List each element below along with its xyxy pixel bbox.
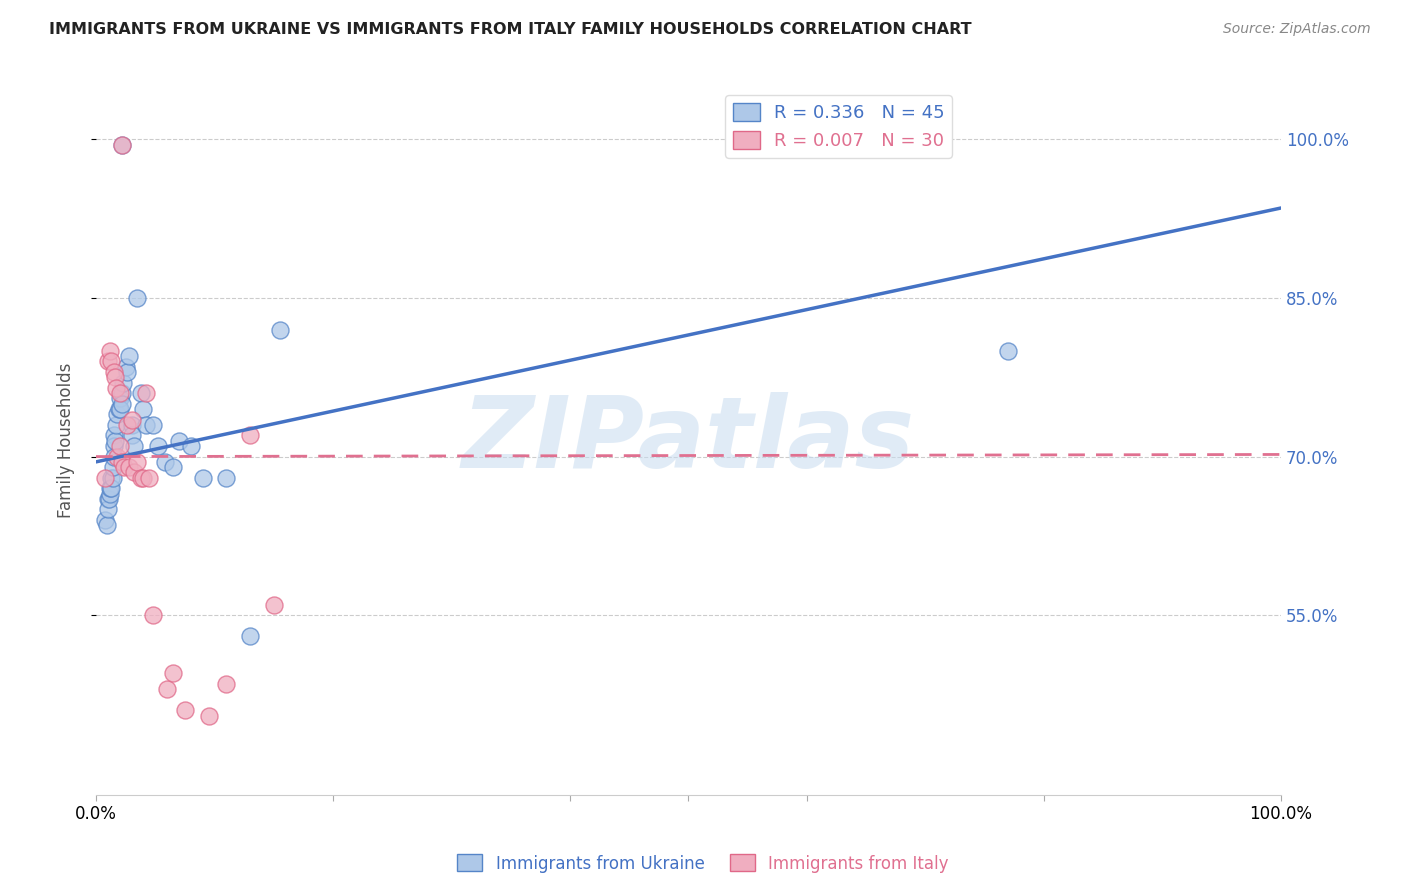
Point [173,703,195,717]
Point [167,434,190,448]
Point [146,439,169,453]
Point [121,412,143,426]
Point [97,354,120,368]
Point [142,608,165,623]
Point [129,386,152,401]
Point [162,666,184,681]
Legend: R = 0.336   N = 45, R = 0.007   N = 30: R = 0.336 N = 45, R = 0.007 N = 30 [725,95,952,158]
Point [115,417,138,432]
Point [129,471,152,485]
Point [156,682,179,697]
Point [132,471,155,485]
Point [105,381,128,395]
Point [108,386,131,401]
Point [215,677,238,691]
Point [122,439,145,453]
Point [263,598,285,612]
Point [127,455,149,469]
Point [122,466,145,480]
Point [108,439,131,453]
Point [162,460,184,475]
Point [121,417,143,432]
Point [105,407,128,421]
Point [127,291,149,305]
Point [104,370,127,384]
Point [142,417,165,432]
Point [104,434,127,448]
Point [111,397,134,411]
Point [94,471,117,485]
Point [135,417,157,432]
Point [98,491,121,506]
Point [239,629,262,643]
Point [215,471,238,485]
Text: ZIPatlas: ZIPatlas [463,392,915,489]
Text: IMMIGRANTS FROM UKRAINE VS IMMIGRANTS FROM ITALY FAMILY HOUSEHOLDS CORRELATION C: IMMIGRANTS FROM UKRAINE VS IMMIGRANTS FR… [49,22,972,37]
Point [103,450,125,464]
Point [103,365,125,379]
Point [153,455,176,469]
Point [101,460,124,475]
Point [103,439,125,453]
Point [138,471,160,485]
Point [115,365,138,379]
Text: Source: ZipAtlas.com: Source: ZipAtlas.com [1223,22,1371,37]
Point [107,401,129,416]
Point [197,708,219,723]
Legend: Immigrants from Ukraine, Immigrants from Italy: Immigrants from Ukraine, Immigrants from… [451,847,955,880]
Point [108,401,131,416]
Point [97,491,120,506]
Point [105,417,128,432]
Point [101,471,124,485]
Point [114,359,136,374]
Point [105,450,128,464]
Point [103,428,125,442]
Point [112,376,135,390]
Point [108,392,131,406]
Y-axis label: Family Households: Family Households [58,363,75,518]
Point [100,471,122,485]
Point [111,137,134,152]
Point [96,518,118,533]
Point [997,343,1019,358]
Point [100,354,122,368]
Point [111,455,134,469]
Point [269,323,291,337]
Point [121,428,143,442]
Point [97,502,120,516]
Point [114,460,136,475]
Point [135,386,157,401]
Point [132,401,155,416]
Point [98,343,121,358]
Point [98,486,121,500]
Point [100,481,122,495]
Point [111,386,134,401]
Point [118,349,141,363]
Point [239,428,262,442]
Point [191,471,214,485]
Point [111,137,134,152]
Point [98,481,121,495]
Point [94,513,117,527]
Point [118,460,141,475]
Point [180,439,202,453]
